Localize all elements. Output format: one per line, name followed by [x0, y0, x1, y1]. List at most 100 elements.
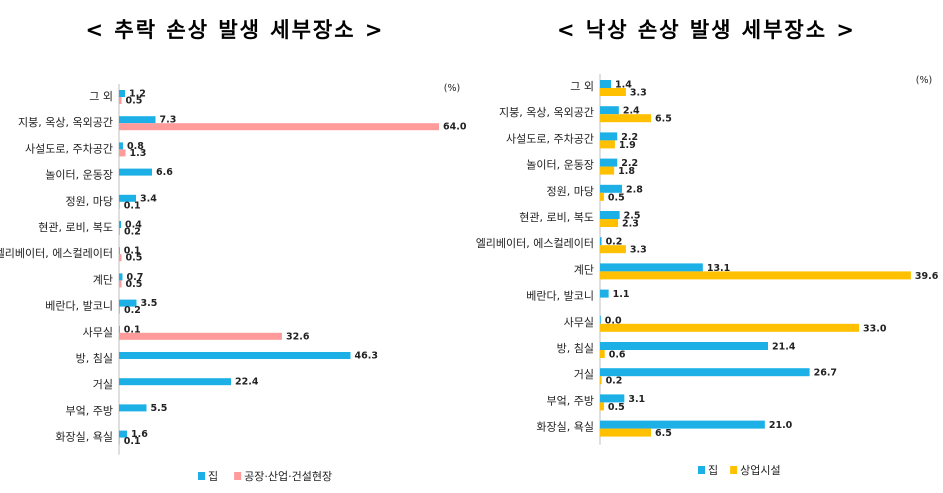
fall-value-label: 7.3	[160, 115, 177, 126]
slip-value-label: 0.2	[606, 237, 623, 248]
fall-value-label: 6.6	[156, 167, 173, 178]
slip-legend-swatch	[730, 466, 738, 474]
slip-category-label: 사설도로, 주차공간	[506, 132, 594, 145]
fall-bar-other	[119, 97, 122, 104]
slip-category-label: 화장실, 욕실	[536, 421, 594, 434]
fall-value-label: 1.2	[129, 89, 146, 100]
slip-bar-home	[600, 80, 611, 88]
fall-bar-other	[119, 306, 120, 314]
slip-value-label: 3.1	[628, 394, 645, 405]
fall-bar-home	[119, 378, 231, 386]
slip-value-label: 26.7	[814, 368, 837, 379]
slip-value-label: 0.6	[609, 350, 626, 361]
slip-category-label: 사무실	[564, 316, 594, 329]
slip-value-label: 3.3	[630, 245, 647, 256]
fall-category-label: 사설도로, 주차공간	[25, 142, 113, 155]
fall-chart-title: < 추락 손상 발생 세부장소 >	[85, 18, 385, 42]
fall-bar-home	[119, 247, 120, 255]
slip-value-label: 2.5	[624, 211, 641, 222]
slip-category-label: 놀이터, 운동장	[526, 159, 594, 172]
fall-bar-home	[119, 90, 125, 97]
fall-category-label: 현관, 로비, 복도	[38, 221, 113, 234]
fall-category-label: 사무실	[83, 326, 113, 339]
fall-bar-home	[119, 299, 137, 307]
fall-bar-home	[119, 430, 127, 438]
slip-value-label: 3.3	[630, 88, 647, 99]
fall-bar-home	[119, 142, 123, 150]
fall-value-label: 0.4	[125, 220, 142, 231]
fall-category-label: 엘리베이터, 에스컬레이터	[0, 247, 113, 260]
slip-value-label: 1.1	[613, 289, 630, 300]
slip-bar-other	[600, 402, 604, 411]
slip-value-label: 1.4	[615, 80, 632, 91]
fall-value-label: 0.2	[124, 227, 141, 238]
fall-bar-other	[119, 254, 122, 262]
slip-bar-other	[600, 428, 652, 437]
fall-bar-other	[119, 437, 120, 445]
slip-bar-other	[600, 271, 911, 280]
fall-bar-other	[119, 280, 122, 288]
slip-category-label: 지붕, 옥상, 옥외공간	[499, 106, 594, 119]
slip-category-label: 정원, 마당	[547, 185, 594, 198]
fall-value-label: 0.8	[127, 141, 144, 152]
slip-bar-home	[600, 132, 618, 141]
slip-bar-other	[600, 88, 626, 96]
fall-category-label: 거실	[93, 378, 113, 391]
fall-chart-panel: < 추락 손상 발생 세부장소 > (%) 그 외 1.2 0.5 지붕, 옥상, 옥외…	[0, 0, 470, 493]
slip-category-label: 그 외	[570, 80, 594, 93]
fall-value-label: 32.6	[286, 331, 310, 342]
fall-bar-home	[119, 404, 147, 412]
slip-value-label: 2.8	[626, 184, 643, 195]
fall-legend-swatch	[198, 472, 205, 480]
slip-category-label: 베란다, 발코니	[526, 290, 594, 303]
fall-value-label: 0.1	[124, 324, 141, 335]
slip-bar-other	[600, 140, 615, 149]
slip-value-label: 0.5	[608, 402, 625, 413]
slip-value-label: 0.2	[606, 376, 623, 387]
fall-value-label: 0.1	[124, 200, 141, 211]
slip-value-label: 33.0	[863, 323, 887, 334]
fall-value-label: 0.1	[124, 436, 141, 447]
slip-value-label: 1.8	[618, 166, 635, 177]
slip-legend-swatch	[698, 466, 705, 474]
fall-value-label: 22.4	[235, 377, 259, 388]
fall-bar-home	[119, 116, 156, 124]
slip-bar-home	[600, 342, 768, 350]
fall-bar-home	[119, 273, 123, 281]
fall-value-label: 0.5	[126, 279, 143, 290]
fall-category-label: 정원, 마당	[66, 195, 113, 208]
slip-legend-label: 집	[708, 464, 718, 477]
slip-bar-other	[600, 219, 619, 227]
fall-legend-label: 공장·산업·건설현장	[244, 470, 332, 483]
slip-bar-home	[600, 237, 602, 246]
slip-legend-label: 상업시설	[740, 464, 780, 477]
slip-category-label: 엘리베이터, 에스컬레이터	[476, 237, 594, 250]
slip-bar-home	[600, 184, 622, 193]
slip-value-label: 2.2	[621, 158, 638, 169]
slip-value-label: 1.9	[619, 140, 636, 151]
fall-value-label: 5.5	[151, 403, 168, 414]
fall-value-label: 0.2	[124, 305, 141, 316]
fall-category-label: 방, 침실	[76, 352, 113, 365]
fall-legend-label: 집	[208, 470, 218, 483]
fall-category-label: 지붕, 옥상, 옥외공간	[18, 116, 113, 129]
fall-value-label: 0.5	[126, 253, 143, 264]
slip-value-label: 2.4	[623, 106, 640, 117]
slip-bar-other	[600, 350, 605, 358]
fall-value-label: 1.6	[131, 429, 148, 440]
fall-legend-swatch	[234, 472, 242, 480]
slip-bar-home	[600, 263, 703, 272]
slip-bar-other	[600, 245, 626, 254]
slip-category-label: 부엌, 주방	[547, 394, 594, 407]
fall-bar-home	[119, 352, 351, 359]
slip-value-label: 0.0	[605, 315, 622, 326]
slip-value-label: 6.5	[655, 114, 672, 125]
slip-bar-other	[600, 323, 860, 332]
slip-bar-other	[600, 376, 602, 385]
slip-value-label: 2.2	[621, 132, 638, 143]
fall-bar-home	[119, 168, 152, 176]
slip-bar-home	[600, 106, 619, 115]
slip-bar-home	[600, 211, 620, 219]
